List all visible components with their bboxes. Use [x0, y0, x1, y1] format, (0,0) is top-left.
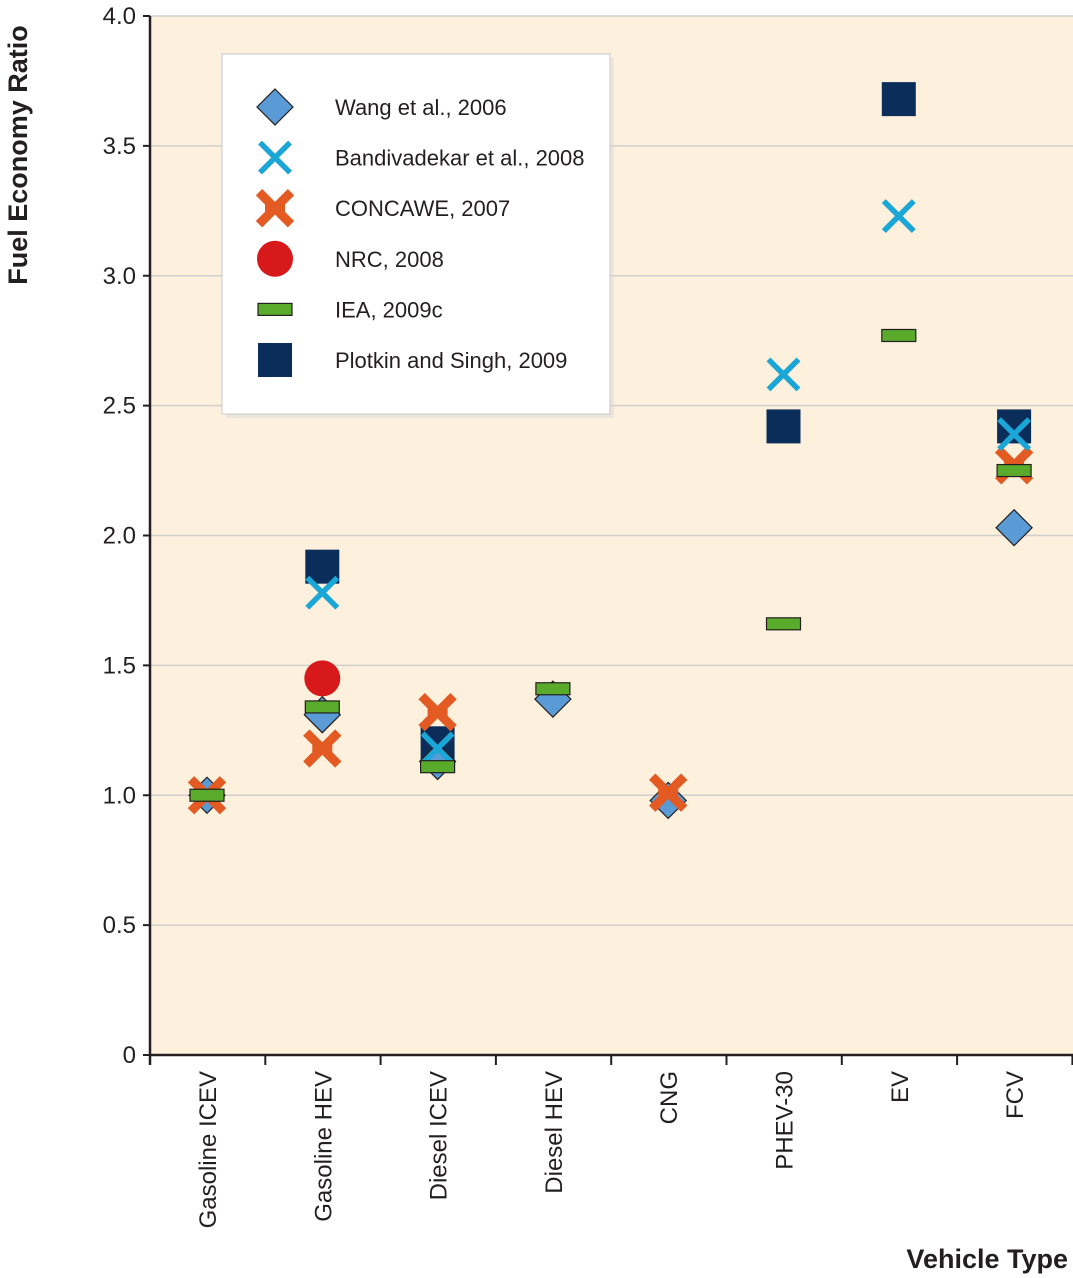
data-point — [997, 417, 1032, 452]
circle-marker — [304, 660, 341, 697]
data-point — [766, 409, 801, 444]
legend-marker — [257, 240, 293, 277]
legend-label: CONCAWE, 2007 — [335, 196, 510, 221]
data-point — [304, 700, 340, 714]
data-point — [304, 660, 341, 697]
data-point — [418, 692, 457, 732]
y-tick-label: 0 — [123, 1042, 136, 1069]
x-tick-label: CNG — [656, 1071, 683, 1124]
data-point — [189, 788, 225, 802]
x-marker-stroke — [766, 357, 801, 392]
legend: Wang et al., 2006 Bandivadekar et al., 20… — [221, 53, 614, 418]
data-point — [420, 731, 455, 766]
data-point — [997, 409, 1032, 444]
data-point — [303, 729, 342, 768]
x-tick-label: PHEV-30 — [772, 1071, 799, 1170]
dash-marker — [257, 302, 293, 316]
data-point — [881, 199, 916, 233]
x-marker-stroke — [881, 199, 916, 233]
dash-marker — [189, 788, 225, 802]
x-tick-label: Gasoline HEV — [310, 1071, 337, 1222]
data-point — [305, 575, 340, 610]
y-tick-labels: 0 0.5 1.0 1.5 2.0 2.5 3.0 3.5 4.0 — [103, 3, 136, 1069]
legend-label: Wang et al., 2006 — [335, 95, 507, 120]
y-tick-label: 2.5 — [103, 393, 136, 420]
y-tick-label: 1.5 — [103, 652, 136, 679]
y-tick-label: 3.5 — [103, 133, 136, 160]
x-tick-label: Diesel HEV — [541, 1071, 568, 1194]
data-points — [187, 82, 1034, 820]
dash-marker — [304, 700, 340, 714]
diamond-marker — [995, 508, 1033, 547]
dash-marker — [881, 328, 917, 343]
circle-marker — [257, 240, 293, 277]
data-point — [881, 328, 917, 343]
legend-marker — [256, 88, 294, 126]
x-tick-labels: Gasoline ICEV Gasoline HEV Diesel ICEV Dies… — [195, 1071, 1029, 1228]
x-tick-label: Diesel ICEV — [426, 1071, 453, 1200]
y-tick-label: 3.0 — [103, 263, 136, 290]
x-marker-stroke — [420, 731, 455, 766]
axes — [148, 16, 1073, 1065]
data-point — [766, 357, 801, 392]
diamond-marker — [256, 88, 294, 126]
legend-label: IEA, 2009c — [335, 297, 443, 322]
x-marker-stroke — [997, 417, 1032, 452]
dash-marker — [535, 682, 571, 696]
y-tick-label: 1.0 — [103, 782, 136, 809]
y-tick-label: 4.0 — [103, 3, 136, 30]
legend-marker — [258, 343, 292, 377]
legend-label: NRC, 2008 — [335, 247, 444, 272]
legend-label: Bandivadekar et al., 2008 — [335, 146, 585, 171]
dash-marker — [420, 760, 456, 774]
x-tick-label: FCV — [1002, 1071, 1029, 1119]
y-tick-label: 0.5 — [103, 912, 136, 939]
x-axis-title: Vehicle Type — [906, 1244, 1068, 1274]
data-point — [765, 617, 802, 631]
data-point — [535, 682, 571, 696]
square-marker — [258, 343, 292, 377]
data-point — [420, 760, 456, 774]
x-tick-label: Gasoline ICEV — [195, 1071, 222, 1228]
x-marker-stroke — [305, 575, 340, 610]
square-marker — [766, 409, 801, 444]
x-marker-stroke — [258, 140, 292, 175]
y-axis-title: Fuel Economy Ratio — [3, 25, 33, 285]
legend-label: Plotkin and Singh, 2009 — [335, 348, 567, 373]
data-point — [649, 773, 688, 812]
legend-marker — [258, 140, 292, 175]
data-point — [881, 82, 916, 117]
data-point — [996, 463, 1032, 478]
legend-marker — [257, 302, 293, 316]
legend-marker — [255, 189, 295, 228]
data-point — [995, 508, 1033, 547]
dash-marker — [765, 617, 802, 631]
y-tick-label: 2.0 — [103, 523, 136, 550]
dash-marker — [996, 463, 1032, 478]
x-tick-label: EV — [887, 1071, 914, 1103]
square-marker — [997, 409, 1032, 444]
square-marker — [881, 82, 916, 117]
